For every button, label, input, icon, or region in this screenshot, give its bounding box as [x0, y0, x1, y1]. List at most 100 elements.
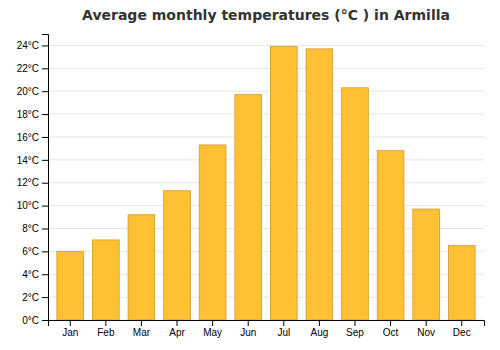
- bar: [199, 145, 226, 320]
- x-tick: Mar: [133, 320, 151, 338]
- y-tick-label: 6°C: [22, 246, 39, 257]
- y-tick-mark: [42, 137, 48, 138]
- x-tick-mark: [105, 320, 106, 326]
- bar: [128, 215, 155, 320]
- grid-line: [48, 91, 484, 92]
- y-tick: 18°C: [17, 109, 48, 120]
- x-tick-mark: [70, 320, 71, 326]
- x-tick: Oct: [383, 320, 399, 338]
- x-tick-mark: [426, 320, 427, 326]
- y-tick-label: 20°C: [17, 86, 39, 97]
- y-tick-label: 2°C: [22, 292, 39, 303]
- x-axis-line: [49, 321, 485, 327]
- x-tick: Sep: [346, 320, 364, 338]
- y-tick-mark: [42, 68, 48, 69]
- bar: [57, 251, 84, 320]
- grid-line: [48, 45, 484, 46]
- y-tick-mark: [42, 114, 48, 115]
- grid-line: [48, 205, 484, 206]
- x-tick-label: Mar: [133, 327, 151, 338]
- y-tick-label: 8°C: [22, 223, 39, 234]
- x-tick: Jun: [240, 320, 256, 338]
- bar: [377, 151, 404, 320]
- y-tick: 6°C: [22, 246, 48, 257]
- y-tick-mark: [42, 91, 48, 92]
- grid: [48, 45, 484, 320]
- grid-line: [48, 68, 484, 69]
- y-tick-label: 4°C: [22, 269, 39, 280]
- bar: [92, 240, 119, 320]
- y-tick-label: 0°C: [22, 315, 39, 326]
- y-tick: 14°C: [17, 155, 48, 166]
- chart-svg: 0°C 2°C 4°C 6°C 8°C 10°C 12°C 14°C 16°C 18°C 20°C 2…: [0, 0, 500, 350]
- x-tick-label: Aug: [310, 327, 328, 338]
- x-tick: Aug: [310, 320, 328, 338]
- x-tick-mark: [390, 320, 391, 326]
- bar: [413, 209, 440, 320]
- y-tick: 24°C: [17, 40, 48, 51]
- grid-line: [48, 182, 484, 183]
- grid-line: [48, 159, 484, 160]
- y-tick-mark: [42, 45, 48, 46]
- bar: [164, 191, 191, 320]
- y-tick-mark: [42, 183, 48, 184]
- x-tick-mark: [461, 320, 462, 326]
- x-tick-mark: [212, 320, 213, 326]
- bar: [235, 95, 262, 320]
- y-tick-mark: [42, 320, 48, 321]
- x-tick-label: Oct: [383, 327, 399, 338]
- x-tick-mark: [283, 320, 284, 326]
- x-tick-label: Sep: [346, 327, 364, 338]
- y-tick-label: 10°C: [17, 200, 39, 211]
- x-tick: Nov: [417, 320, 435, 338]
- y-axis-line: [42, 35, 49, 321]
- plot-area: [57, 47, 475, 320]
- x-tick: May: [203, 320, 222, 338]
- grid-line: [48, 136, 484, 137]
- y-tick: 4°C: [22, 269, 48, 280]
- x-tick-label: Feb: [97, 327, 115, 338]
- y-tick-label: 14°C: [17, 155, 39, 166]
- x-tick: Feb: [97, 320, 115, 338]
- bar: [306, 49, 333, 320]
- x-tick: Apr: [169, 320, 185, 338]
- y-tick: 8°C: [22, 223, 48, 234]
- x-tick: Jul: [277, 320, 290, 338]
- y-tick-label: 18°C: [17, 109, 39, 120]
- y-tick: 2°C: [22, 292, 48, 303]
- y-tick-mark: [42, 160, 48, 161]
- x-tick-mark: [319, 320, 320, 326]
- bar: [270, 47, 297, 320]
- y-tick: 20°C: [17, 86, 48, 97]
- y-tick-mark: [42, 297, 48, 298]
- x-tick-mark: [248, 320, 249, 326]
- x-tick-label: Jun: [240, 327, 256, 338]
- y-tick: 12°C: [17, 177, 48, 188]
- x-tick-label: Dec: [453, 327, 471, 338]
- y-tick: 10°C: [17, 200, 48, 211]
- y-axis: 0°C 2°C 4°C 6°C 8°C 10°C 12°C 14°C 16°C 18°C 20°C 2…: [17, 35, 49, 326]
- bar: [342, 88, 369, 320]
- y-tick-mark: [42, 206, 48, 207]
- x-tick-mark: [141, 320, 142, 326]
- y-tick-mark: [42, 274, 48, 275]
- x-tick-mark: [354, 320, 355, 326]
- x-axis: Jan Feb Mar Apr May Jun Jul Aug Sep Oct Nov Dec: [49, 320, 485, 338]
- chart-title: Average monthly temperatures (°C ) in Ar…: [82, 7, 450, 23]
- y-tick: 16°C: [17, 132, 48, 143]
- x-tick: Dec: [453, 320, 471, 338]
- x-tick-label: Nov: [417, 327, 435, 338]
- y-tick-label: 16°C: [17, 132, 39, 143]
- x-tick-label: May: [203, 327, 222, 338]
- y-tick: 22°C: [17, 63, 48, 74]
- y-tick: 0°C: [22, 315, 48, 326]
- chart-container: 0°C 2°C 4°C 6°C 8°C 10°C 12°C 14°C 16°C 18°C 20°C 2…: [0, 0, 500, 350]
- x-tick-label: Apr: [169, 327, 185, 338]
- y-tick-label: 22°C: [17, 63, 39, 74]
- x-tick-mark: [177, 320, 178, 326]
- y-tick-mark: [42, 228, 48, 229]
- bar: [448, 246, 475, 320]
- x-tick: Jan: [62, 320, 78, 338]
- y-tick-label: 12°C: [17, 177, 39, 188]
- x-tick-label: Jan: [62, 327, 78, 338]
